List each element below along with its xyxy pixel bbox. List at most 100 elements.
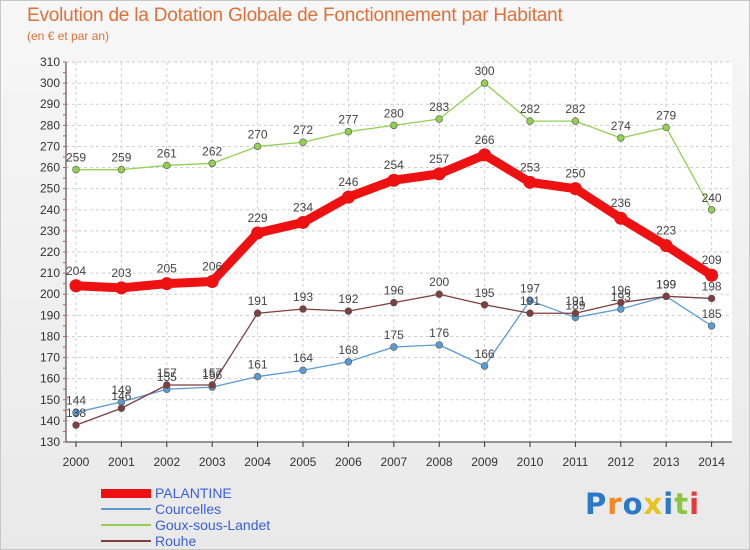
data-point [480, 79, 489, 87]
data-point [253, 142, 262, 151]
data-point [205, 275, 219, 289]
logo-letter: i [689, 487, 701, 521]
data-point [163, 381, 171, 389]
data-label: 205 [157, 262, 177, 276]
data-point [523, 175, 537, 189]
series-palantine: 204 203 205 206 229 234 246 254 257 266 253 250 236 2… [66, 133, 722, 295]
data-label: 191 [520, 294, 540, 308]
data-label: 191 [565, 294, 585, 308]
data-point [253, 372, 262, 381]
data-point [390, 298, 398, 307]
data-label: 189 [565, 298, 585, 312]
data-label: 209 [702, 253, 722, 267]
data-label: 223 [656, 224, 676, 238]
data-point [299, 366, 307, 374]
data-point [344, 307, 353, 315]
data-label: 253 [520, 160, 540, 174]
data-label: 257 [429, 152, 449, 166]
data-point [344, 127, 353, 136]
data-point [435, 115, 443, 123]
y-tick-label: 230 [40, 224, 60, 238]
data-point [705, 268, 719, 282]
x-tick-label: 2014 [698, 455, 725, 469]
y-tick-label: 210 [40, 266, 60, 280]
data-label: 144 [66, 393, 86, 407]
data-label: 193 [293, 290, 313, 304]
data-label: 282 [520, 102, 540, 116]
data-label: 196 [611, 284, 631, 298]
data-point [341, 190, 355, 204]
x-tick-label: 2002 [153, 455, 180, 469]
data-point [114, 281, 128, 295]
data-label: 282 [565, 102, 585, 116]
legend-swatch [101, 488, 151, 498]
data-point [251, 226, 265, 240]
data-label: 198 [702, 279, 722, 293]
legend-item-rouhe: Rouhe [101, 533, 270, 549]
data-label: 161 [248, 358, 268, 372]
data-label: 254 [384, 158, 404, 172]
data-label: 199 [656, 277, 676, 291]
data-point [432, 167, 446, 181]
y-tick-label: 130 [40, 435, 60, 449]
data-label: 157 [157, 366, 177, 380]
data-label: 272 [293, 123, 313, 137]
data-point [662, 123, 670, 132]
x-tick-label: 2000 [63, 455, 90, 469]
logo-letter: r [607, 487, 623, 521]
y-tick-label: 140 [40, 414, 60, 428]
chart-subtitle: (en € et par an) [27, 29, 110, 43]
data-label: 261 [157, 146, 177, 160]
proxiti-logo: Proxiti [585, 487, 700, 521]
data-point [568, 182, 582, 196]
y-tick-label: 240 [40, 203, 60, 217]
x-tick-label: 2006 [335, 455, 362, 469]
data-point [296, 215, 310, 229]
data-label: 246 [338, 175, 358, 189]
data-label: 262 [202, 144, 222, 158]
x-tick-label: 2004 [244, 455, 271, 469]
x-tick-label: 2009 [471, 455, 498, 469]
data-label: 196 [384, 284, 404, 298]
data-point [299, 138, 307, 146]
data-point [208, 159, 216, 168]
data-label: 279 [656, 108, 676, 122]
data-point [659, 239, 673, 253]
x-tick-label: 2012 [607, 455, 634, 469]
data-label: 166 [475, 347, 495, 361]
legend-item-palantine: PALANTINE [101, 485, 270, 501]
data-point [571, 309, 580, 317]
data-point [617, 134, 625, 142]
logo-letter: P [585, 487, 608, 521]
data-point [707, 294, 716, 303]
data-label: 175 [384, 328, 404, 342]
y-tick-label: 280 [40, 118, 60, 132]
data-point [435, 290, 443, 298]
legend-label: Courcelles [155, 501, 222, 517]
data-point [163, 161, 171, 170]
legend-item-goux-sous-landet: Goux-sous-Landet [101, 517, 270, 533]
legend-swatch [101, 508, 151, 510]
data-label: 280 [384, 106, 404, 120]
data-point [72, 421, 80, 429]
data-label: 192 [338, 292, 358, 306]
x-tick-label: 2008 [426, 455, 453, 469]
y-tick-label: 250 [40, 182, 60, 196]
data-label: 200 [429, 275, 449, 289]
data-point [387, 173, 401, 187]
data-label: 234 [293, 200, 313, 214]
legend-swatch [101, 540, 151, 542]
data-label: 197 [520, 282, 540, 296]
y-tick-label: 270 [40, 139, 60, 153]
x-tick-label: 2010 [517, 455, 544, 469]
data-label: 155 [157, 370, 177, 384]
y-tick-label: 310 [40, 55, 60, 69]
data-point [390, 121, 398, 130]
data-point [344, 358, 353, 366]
data-label: 259 [111, 151, 131, 165]
x-tick-label: 2013 [653, 455, 680, 469]
data-label: 250 [565, 167, 585, 181]
y-tick-label: 180 [40, 329, 60, 343]
data-label: 283 [429, 100, 449, 114]
data-point [480, 362, 489, 370]
